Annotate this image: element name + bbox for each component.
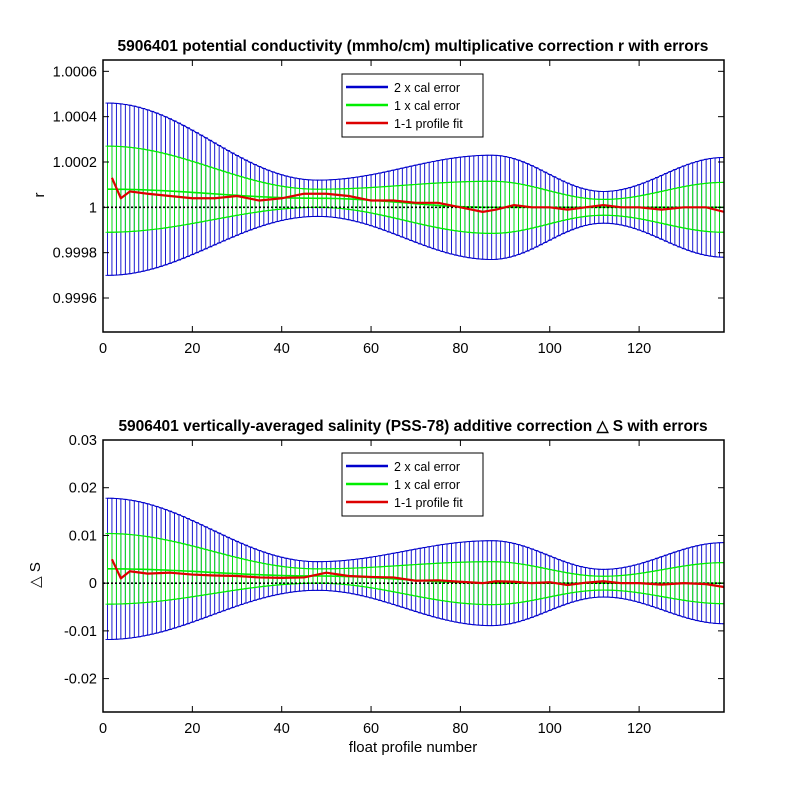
panel-conductivity-correction: 5906401 potential conductivity (mmho/cm)… [31, 38, 725, 357]
x-tick-label: 100 [538, 721, 562, 737]
x-tick-label: 20 [184, 341, 200, 357]
legend-entry-two-cal: 2 x cal error [394, 81, 460, 95]
one-cal-error-series [105, 145, 724, 235]
plot-area [103, 497, 724, 640]
profile-fit-line [110, 558, 724, 589]
one-cal-upper-envelope [107, 532, 724, 577]
one-cal-lower-envelope [107, 582, 724, 606]
x-tick-label: 100 [538, 341, 562, 357]
x-tick-label: 40 [274, 341, 290, 357]
y-tick-label: 0.9996 [53, 291, 97, 307]
y-tick-label: 0.9998 [53, 246, 97, 262]
x-tick-label: 0 [99, 341, 107, 357]
chart-title: 5906401 vertically-averaged salinity (PS… [118, 418, 707, 435]
y-tick-label: 0.02 [69, 481, 97, 497]
chart-title: 5906401 potential conductivity (mmho/cm)… [118, 38, 709, 55]
x-axis: 0 20 40 60 80 100 120 [99, 440, 651, 737]
panel-salinity-correction: 5906401 vertically-averaged salinity (PS… [27, 418, 725, 756]
x-tick-label: 0 [99, 721, 107, 737]
legend-box [341, 452, 484, 517]
y-axis: -0.02 -0.01 0 0.01 0.02 0.03 [64, 433, 724, 688]
y-tick-label: 1 [89, 200, 97, 216]
x-tick-label: 120 [627, 341, 651, 357]
x-axis: 0 20 40 60 80 100 120 [99, 60, 651, 357]
y-tick-label: 1.0006 [53, 64, 97, 80]
x-tick-label: 80 [452, 721, 468, 737]
y-axis: 0.9996 0.9998 1 1.0002 1.0004 1.0006 [53, 64, 724, 307]
two-cal-upper-envelope [107, 102, 724, 192]
y-tick-label: 0.03 [69, 433, 97, 449]
y-tick-label: -0.02 [64, 672, 97, 688]
x-tick-label: 80 [452, 341, 468, 357]
legend-entry-fit: 1-1 profile fit [394, 496, 463, 510]
two-cal-upper-envelope [107, 497, 724, 570]
legend-entry-two-cal: 2 x cal error [394, 460, 460, 474]
y-tick-label: -0.01 [64, 624, 97, 640]
y-tick-label: 0.01 [69, 528, 97, 544]
x-tick-label: 60 [363, 341, 379, 357]
one-cal-lower-envelope [107, 206, 724, 235]
y-tick-label: 0 [89, 576, 97, 592]
legend-entry-one-cal: 1 x cal error [394, 99, 460, 113]
y-axis-label: △ S [27, 562, 44, 588]
x-axis-label: float profile number [349, 739, 477, 756]
one-cal-error-series [105, 532, 724, 606]
x-tick-label: 40 [274, 721, 290, 737]
axes-frame [102, 59, 725, 333]
x-tick-label: 20 [184, 721, 200, 737]
legend-entry-one-cal: 1 x cal error [394, 478, 460, 492]
y-tick-label: 1.0004 [53, 110, 97, 126]
profile-fit-line [110, 177, 724, 213]
plot-area [103, 102, 724, 276]
axes-frame [102, 439, 725, 713]
two-cal-lower-envelope [107, 589, 724, 640]
y-axis-label: r [31, 193, 48, 198]
two-cal-lower-envelope [107, 215, 724, 276]
one-cal-upper-envelope [107, 145, 724, 201]
x-tick-label: 120 [627, 721, 651, 737]
legend: 2 x cal error 1 x cal error 1-1 profile … [341, 452, 484, 517]
legend: 2 x cal error 1 x cal error 1-1 profile … [341, 73, 484, 138]
legend-entry-fit: 1-1 profile fit [394, 117, 463, 131]
x-tick-label: 60 [363, 721, 379, 737]
y-tick-label: 1.0002 [53, 155, 97, 171]
